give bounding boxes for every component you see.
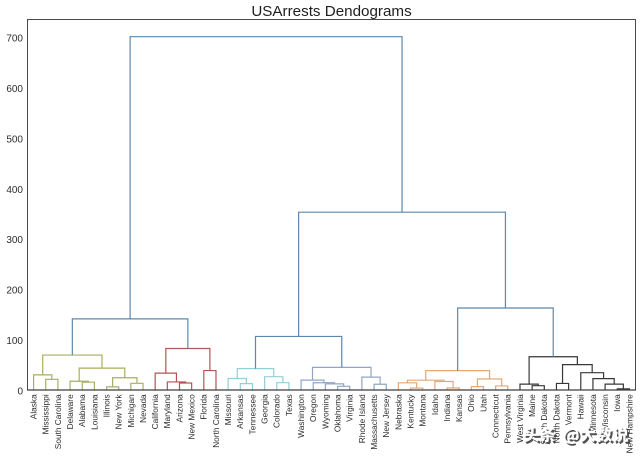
svg-text:New Mexico: New Mexico bbox=[187, 394, 197, 440]
svg-text:Hawaii: Hawaii bbox=[576, 394, 586, 419]
svg-text:Florida: Florida bbox=[199, 394, 209, 420]
svg-text:Oklahoma: Oklahoma bbox=[332, 394, 342, 432]
svg-text:Ohio: Ohio bbox=[466, 394, 476, 412]
svg-text:Montana: Montana bbox=[418, 394, 428, 427]
svg-text:Minnesota: Minnesota bbox=[588, 394, 598, 433]
svg-text:Connecticut: Connecticut bbox=[491, 394, 501, 439]
svg-text:Michigan: Michigan bbox=[126, 394, 136, 428]
svg-text:200: 200 bbox=[6, 286, 23, 297]
svg-text:500: 500 bbox=[6, 134, 23, 145]
svg-text:Wyoming: Wyoming bbox=[320, 394, 330, 429]
svg-text:0: 0 bbox=[17, 386, 23, 397]
svg-text:Maryland: Maryland bbox=[162, 394, 172, 429]
svg-text:Utah: Utah bbox=[478, 394, 488, 412]
svg-text:Tennessee: Tennessee bbox=[247, 394, 257, 435]
svg-text:Virginia: Virginia bbox=[345, 394, 355, 422]
svg-text:Arkansas: Arkansas bbox=[235, 394, 245, 429]
svg-text:Delaware: Delaware bbox=[65, 394, 75, 429]
svg-text:New Hampshire: New Hampshire bbox=[624, 394, 634, 453]
svg-text:Georgia: Georgia bbox=[260, 394, 270, 424]
svg-text:400: 400 bbox=[6, 185, 23, 196]
svg-text:West Virginia: West Virginia bbox=[515, 394, 525, 443]
svg-text:Missouri: Missouri bbox=[223, 394, 233, 425]
svg-text:Alabama: Alabama bbox=[77, 394, 87, 427]
svg-text:USArrests Dendograms: USArrests Dendograms bbox=[251, 3, 412, 20]
svg-text:New Jersey: New Jersey bbox=[381, 393, 391, 437]
svg-text:Mississippi: Mississippi bbox=[41, 394, 51, 434]
svg-text:Kansas: Kansas bbox=[454, 394, 464, 422]
svg-text:Maine: Maine bbox=[527, 394, 537, 417]
svg-text:700: 700 bbox=[6, 34, 23, 45]
svg-text:Colorado: Colorado bbox=[272, 394, 282, 428]
svg-text:Massachusetts: Massachusetts bbox=[369, 394, 379, 449]
svg-text:North Dakota: North Dakota bbox=[551, 394, 561, 443]
svg-text:Wisconsin: Wisconsin bbox=[600, 394, 610, 432]
svg-text:Idaho: Idaho bbox=[430, 394, 440, 415]
svg-text:Indiana: Indiana bbox=[442, 394, 452, 422]
svg-text:600: 600 bbox=[6, 84, 23, 95]
svg-text:Washington: Washington bbox=[296, 394, 306, 438]
svg-text:Pennsylvania: Pennsylvania bbox=[503, 394, 513, 444]
svg-text:New York: New York bbox=[114, 393, 124, 429]
svg-text:300: 300 bbox=[6, 235, 23, 246]
svg-text:100: 100 bbox=[6, 336, 23, 347]
svg-text:Illinois: Illinois bbox=[101, 394, 111, 417]
svg-text:North Carolina: North Carolina bbox=[211, 394, 221, 448]
svg-text:Nevada: Nevada bbox=[138, 394, 148, 423]
svg-text:Texas: Texas bbox=[284, 394, 294, 416]
svg-text:Iowa: Iowa bbox=[612, 394, 622, 412]
svg-text:Arizona: Arizona bbox=[174, 394, 184, 423]
svg-text:Oregon: Oregon bbox=[308, 394, 318, 422]
svg-text:Louisiana: Louisiana bbox=[89, 394, 99, 430]
svg-text:Rhode Island: Rhode Island bbox=[357, 394, 367, 443]
svg-text:South Dakota: South Dakota bbox=[539, 394, 549, 445]
svg-text:Alaska: Alaska bbox=[28, 394, 38, 419]
svg-text:South Carolina: South Carolina bbox=[53, 394, 63, 449]
svg-text:Vermont: Vermont bbox=[564, 394, 574, 426]
svg-text:Kentucky: Kentucky bbox=[405, 393, 415, 428]
svg-text:California: California bbox=[150, 394, 160, 429]
svg-text:Nebraska: Nebraska bbox=[393, 394, 403, 430]
